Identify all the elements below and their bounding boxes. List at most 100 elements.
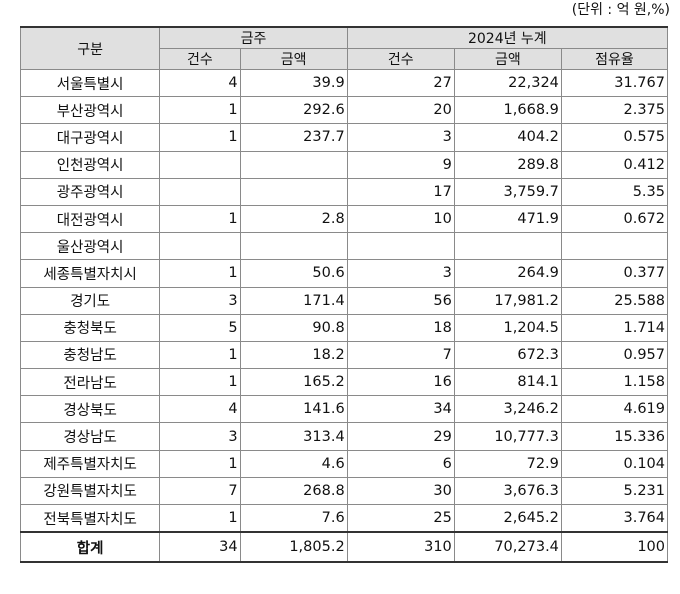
count-cell: 5 bbox=[159, 313, 241, 342]
cum-count-cell: 27 bbox=[346, 68, 455, 98]
table-row: 전북특별자치도 1 7.6 25 2,645.2 3.764 bbox=[19, 504, 669, 533]
unit-note: (단위 : 억 원,%) bbox=[571, 2, 670, 18]
header-cumulative-group: 2024년 누계 bbox=[346, 26, 669, 49]
cum-count-cell: 6 bbox=[346, 449, 455, 478]
table-row: 경상북도 4 141.6 34 3,246.2 4.619 bbox=[19, 395, 669, 424]
amount-cell: 50.6 bbox=[239, 259, 348, 288]
cum-count-cell: 18 bbox=[346, 313, 455, 342]
share-cell: 4.619 bbox=[560, 395, 669, 424]
share-cell: 2.375 bbox=[560, 96, 669, 125]
share-cell: 0.672 bbox=[560, 204, 669, 234]
share-cell: 0.104 bbox=[560, 449, 669, 478]
cum-count-cell: 30 bbox=[346, 476, 455, 506]
cum-count-cell: 20 bbox=[346, 96, 455, 125]
count-cell: 7 bbox=[159, 476, 241, 506]
region-table: 구분 금주 2024년 누계 건수 금액 건수 금액 점유율 서울특별시 4 39.… bbox=[19, 26, 669, 564]
cum-amount-cell: 1,204.5 bbox=[453, 313, 562, 342]
share-cell: 0.377 bbox=[560, 259, 669, 288]
count-cell: 1 bbox=[159, 449, 241, 478]
share-cell: 31.767 bbox=[560, 68, 669, 98]
cum-count-cell: 7 bbox=[346, 340, 455, 370]
cum-count-cell: 9 bbox=[346, 150, 455, 179]
share-cell: 0.575 bbox=[560, 123, 669, 152]
count-cell bbox=[159, 177, 241, 206]
region-cell: 충청남도 bbox=[19, 340, 161, 370]
region-cell: 강원특별자치도 bbox=[19, 476, 161, 506]
total-count: 34 bbox=[159, 531, 241, 564]
count-cell: 1 bbox=[159, 504, 241, 533]
total-share: 100 bbox=[560, 531, 669, 564]
amount-cell: 2.8 bbox=[239, 204, 348, 234]
cum-count-cell: 10 bbox=[346, 204, 455, 234]
table-header: 구분 금주 2024년 누계 건수 금액 건수 금액 점유율 bbox=[19, 26, 669, 70]
total-amount: 1,805.2 bbox=[239, 531, 348, 564]
cum-count-cell: 34 bbox=[346, 395, 455, 424]
cum-amount-cell: 17,981.2 bbox=[453, 286, 562, 315]
header-cum-count: 건수 bbox=[346, 48, 455, 70]
count-cell: 1 bbox=[159, 96, 241, 125]
cum-count-cell: 29 bbox=[346, 422, 455, 451]
cum-amount-cell: 22,324 bbox=[453, 68, 562, 98]
region-cell: 경상남도 bbox=[19, 422, 161, 451]
total-row: 합계 34 1,805.2 310 70,273.4 100 bbox=[19, 531, 669, 564]
header-cum-amount: 금액 bbox=[453, 48, 562, 70]
table-body: 서울특별시 4 39.9 27 22,324 31.767 부산광역시 1 292.6 20 1,6… bbox=[19, 68, 669, 533]
amount-cell: 313.4 bbox=[239, 422, 348, 451]
count-cell: 3 bbox=[159, 286, 241, 315]
amount-cell bbox=[239, 232, 348, 261]
amount-cell: 39.9 bbox=[239, 68, 348, 98]
cum-count-cell bbox=[346, 232, 455, 261]
amount-cell: 268.8 bbox=[239, 476, 348, 506]
amount-cell: 90.8 bbox=[239, 313, 348, 342]
cum-count-cell: 25 bbox=[346, 504, 455, 533]
count-cell bbox=[159, 150, 241, 179]
total-cum-amount: 70,273.4 bbox=[453, 531, 562, 564]
count-cell bbox=[159, 232, 241, 261]
region-cell: 경기도 bbox=[19, 286, 161, 315]
table-footer: 합계 34 1,805.2 310 70,273.4 100 bbox=[19, 531, 669, 564]
table-row: 전라남도 1 165.2 16 814.1 1.158 bbox=[19, 368, 669, 397]
count-cell: 1 bbox=[159, 123, 241, 152]
header-share: 점유율 bbox=[560, 48, 669, 70]
count-cell: 4 bbox=[159, 395, 241, 424]
header-count: 건수 bbox=[159, 48, 241, 70]
share-cell: 0.957 bbox=[560, 340, 669, 370]
region-cell: 서울특별시 bbox=[19, 68, 161, 98]
share-cell: 5.35 bbox=[560, 177, 669, 206]
count-cell: 1 bbox=[159, 340, 241, 370]
count-cell: 1 bbox=[159, 368, 241, 397]
amount-cell bbox=[239, 177, 348, 206]
amount-cell: 141.6 bbox=[239, 395, 348, 424]
table-row: 충청남도 1 18.2 7 672.3 0.957 bbox=[19, 340, 669, 370]
header-week-group: 금주 bbox=[159, 26, 348, 49]
count-cell: 4 bbox=[159, 68, 241, 98]
cum-count-cell: 56 bbox=[346, 286, 455, 315]
table-row: 대전광역시 1 2.8 10 471.9 0.672 bbox=[19, 204, 669, 234]
amount-cell: 7.6 bbox=[239, 504, 348, 533]
share-cell: 1.158 bbox=[560, 368, 669, 397]
table-row: 제주특별자치도 1 4.6 6 72.9 0.104 bbox=[19, 449, 669, 478]
amount-cell: 4.6 bbox=[239, 449, 348, 478]
cum-count-cell: 17 bbox=[346, 177, 455, 206]
total-cum-count: 310 bbox=[346, 531, 455, 564]
total-label: 합계 bbox=[19, 531, 161, 564]
cum-amount-cell: 10,777.3 bbox=[453, 422, 562, 451]
header-region: 구분 bbox=[19, 26, 161, 70]
share-cell: 25.588 bbox=[560, 286, 669, 315]
header-amount: 금액 bbox=[239, 48, 348, 70]
region-cell: 충청북도 bbox=[19, 313, 161, 342]
share-cell: 15.336 bbox=[560, 422, 669, 451]
cum-amount-cell: 3,759.7 bbox=[453, 177, 562, 206]
cum-amount-cell: 264.9 bbox=[453, 259, 562, 288]
share-cell: 1.714 bbox=[560, 313, 669, 342]
table-row: 인천광역시 9 289.8 0.412 bbox=[19, 150, 669, 179]
amount-cell bbox=[239, 150, 348, 179]
cum-amount-cell: 72.9 bbox=[453, 449, 562, 478]
amount-cell: 18.2 bbox=[239, 340, 348, 370]
cum-amount-cell: 3,676.3 bbox=[453, 476, 562, 506]
amount-cell: 292.6 bbox=[239, 96, 348, 125]
region-cell: 울산광역시 bbox=[19, 232, 161, 261]
cum-amount-cell: 814.1 bbox=[453, 368, 562, 397]
table-row: 서울특별시 4 39.9 27 22,324 31.767 bbox=[19, 68, 669, 98]
amount-cell: 165.2 bbox=[239, 368, 348, 397]
